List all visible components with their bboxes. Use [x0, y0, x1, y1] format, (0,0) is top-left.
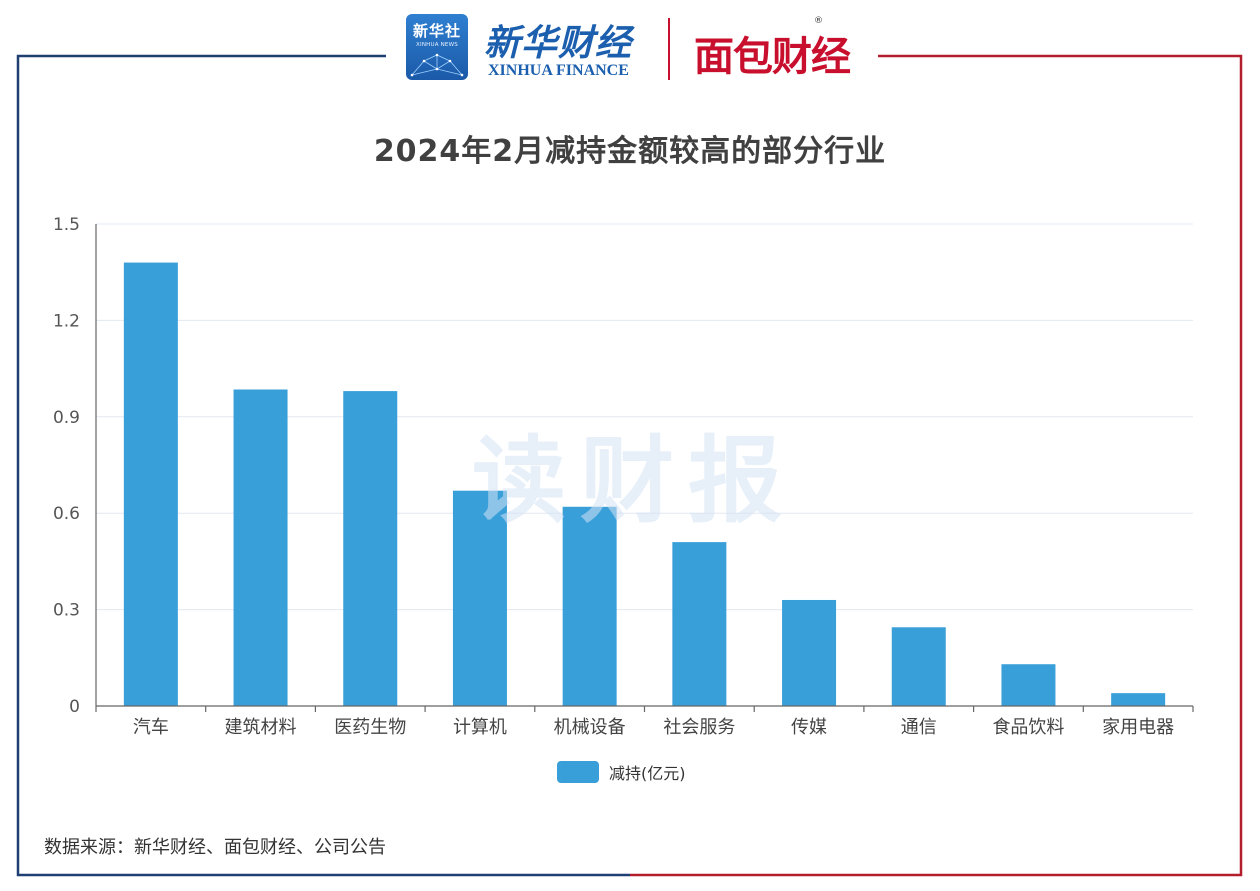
bar: [233, 389, 288, 706]
mianbao-finance-logo: 面包财经: [694, 34, 851, 80]
network-icon: [410, 53, 464, 77]
bar: [1001, 664, 1056, 706]
bar: [343, 391, 398, 706]
x-tick-label: 建筑材料: [225, 717, 297, 738]
x-tick-label: 机械设备: [554, 717, 626, 738]
bar: [782, 599, 837, 706]
bars: [123, 262, 1166, 706]
y-tick-label: 1.5: [53, 215, 80, 235]
xinhua-news-logo-en: XINHUA NEWS: [416, 42, 458, 48]
x-tick-label: 汽车: [133, 717, 169, 738]
x-tick-label: 医药生物: [334, 717, 406, 738]
y-tick-label: 1.2: [53, 311, 80, 331]
x-tick-label: 家用电器: [1102, 717, 1174, 738]
xinhua-finance-logo-en: XINHUA FINANCE: [488, 62, 629, 79]
x-tick-label: 社会服务: [663, 717, 735, 738]
source-note: 数据来源：新华财经、面包财经、公司公告: [44, 837, 386, 858]
xinhua-news-logo-cn: 新华社: [412, 22, 461, 40]
watermark: 读财报: [472, 427, 797, 536]
xinhua-news-logo: 新华社 XINHUA NEWS: [406, 14, 468, 80]
x-tick-label: 食品饮料: [992, 717, 1064, 738]
bar: [672, 542, 727, 706]
y-tick-label: 0: [69, 697, 80, 717]
y-tick-label: 0.3: [53, 601, 80, 621]
bar: [891, 627, 946, 706]
legend-swatch: [557, 761, 599, 783]
registered-mark: ®: [814, 16, 823, 26]
x-tick-label: 通信: [901, 717, 937, 738]
frame-right-border: [630, 54, 1243, 877]
legend[interactable]: 减持(亿元): [557, 760, 686, 784]
xinhua-finance-logo-cn: 新华财经: [484, 22, 633, 64]
frame-left-border: [16, 54, 630, 877]
x-tick-label: 传媒: [791, 717, 827, 738]
logo-divider: [668, 18, 670, 80]
bar: [452, 490, 507, 706]
y-tick-label: 0.9: [53, 408, 80, 428]
bar: [1111, 693, 1166, 706]
bar: [562, 506, 617, 706]
header-logos: 新华社 XINHUA NEWS 新华财经 XINHUA FINANCE 面包财经…: [400, 12, 876, 84]
tick-labels: 0 0.3 0.6 0.9 1.2 1.5 汽车 建筑材料 医药生物 计算机 机械设备 社会服务 传媒 通…: [53, 215, 1174, 738]
chart-title: 2024年2月减持金额较高的部分行业: [373, 134, 887, 169]
axes: [95, 224, 1194, 712]
y-tick-label: 0.6: [53, 504, 80, 524]
bar: [123, 262, 178, 706]
legend-label: 减持(亿元): [609, 764, 686, 783]
x-tick-label: 计算机: [453, 717, 507, 738]
